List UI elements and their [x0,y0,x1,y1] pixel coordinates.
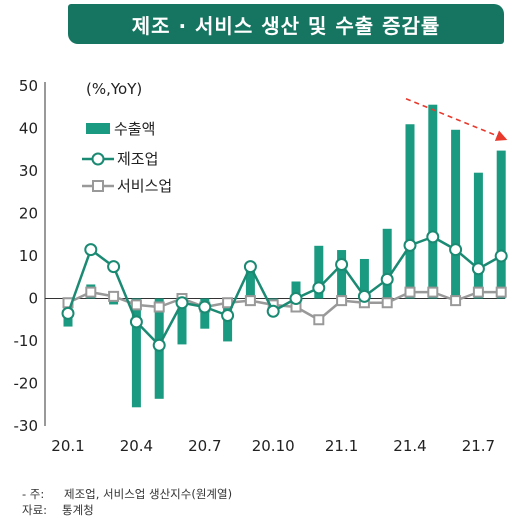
x-tick-label: 21.4 [393,437,426,455]
export-bar [451,129,461,299]
x-tick-label: 20.7 [188,437,221,455]
services-point [222,297,234,309]
y-tick-label: 10 [19,247,38,265]
export-bar [131,298,141,408]
export-bar [382,228,392,299]
x-axis: 20.1 20.4 20.7 20.10 21.1 21.4 21.7 [45,298,505,455]
export-bar [359,258,369,299]
chart: 50 40 30 20 10 0 -10 -20 -30 20.1 20.4 20.7 20.10 21… [14,77,508,455]
y-tick-label: 30 [19,162,38,180]
manufacturing-point [107,260,121,274]
chart-title: 제조 · 서비스 생산 및 수출 증감률 [68,4,504,44]
manufacturing-point [426,230,440,244]
x-tick-label: 21.7 [462,437,495,455]
legend: 수출액 제조업 서비스업 [82,120,172,195]
services-point [404,286,416,298]
manufacturing-point [61,306,75,320]
y-axis: 50 40 30 20 10 0 -10 -20 -30 [14,77,46,435]
x-tick-label: 20.1 [51,437,84,455]
note-row: - 주: 제조업, 서비스업 생산지수(원계열) [22,486,232,502]
export-bar [428,104,438,299]
services-point [472,286,484,298]
legend-marker-services [92,180,104,192]
manufacturing-point [84,243,98,257]
legend-label-export: 수출액 [114,120,155,138]
services-point [85,286,97,298]
export-bar [245,267,255,299]
services-point [153,301,165,313]
manufacturing-point [175,296,189,310]
unit-label: (%,YoY) [86,80,142,98]
chart-notes: - 주: 제조업, 서비스업 생산지수(원계열) 자료: 통계청 [22,486,232,518]
y-tick-label: 50 [19,77,38,95]
services-point [495,286,507,298]
export-bar [291,281,301,299]
y-tick-label: -10 [14,332,39,350]
manufacturing-point [312,281,326,295]
manufacturing-point [152,338,166,352]
manufacturing-point [266,304,280,318]
manufacturing-point [335,258,349,271]
legend-label-services: 서비스업 [117,177,172,195]
manufacturing-point [289,292,303,305]
manufacturing-point [357,289,371,303]
x-tick-label: 20.4 [120,437,153,455]
export-bar [496,150,506,299]
export-bar [314,245,324,299]
services-point [313,314,325,326]
services-point [244,295,256,307]
x-tick-label: 21.1 [325,437,358,455]
manufacturing-point [403,238,417,252]
manufacturing-point [198,300,212,314]
export-bar [200,298,210,329]
legend-swatch-export [86,123,110,134]
services-point [130,299,142,311]
export-bar [177,298,187,345]
manufacturing-point [449,243,463,257]
export-bar [405,124,415,299]
export-bar [473,172,483,299]
manufacturing-point [243,260,257,274]
y-tick-label: 0 [28,290,38,308]
services-point [450,295,462,307]
legend-marker-manufacturing [91,152,105,166]
manufacturing-point [129,315,143,329]
source-row: 자료: 통계청 [22,502,232,518]
manufacturing-point [471,262,485,276]
source-text: 통계청 [62,503,94,517]
manufacturing-point [221,309,235,322]
y-tick-label: -20 [14,375,39,393]
x-tick-label: 20.10 [252,437,295,455]
y-tick-label: 40 [19,120,38,138]
manufacturing-point [380,272,394,286]
export-bar [337,250,347,299]
legend-label-manufacturing: 제조업 [117,150,158,168]
note-label: - 주: [22,487,45,501]
services-point [336,295,348,307]
y-tick-label: -30 [14,417,39,435]
manufacturing-point [494,249,508,263]
note-text: 제조업, 서비스업 생산지수(원계열) [64,487,233,501]
services-point [108,290,120,302]
services-point [427,286,439,298]
source-label: 자료: [22,503,48,517]
y-tick-label: 20 [19,205,38,223]
series-lines [61,230,508,352]
services-point [381,297,393,309]
